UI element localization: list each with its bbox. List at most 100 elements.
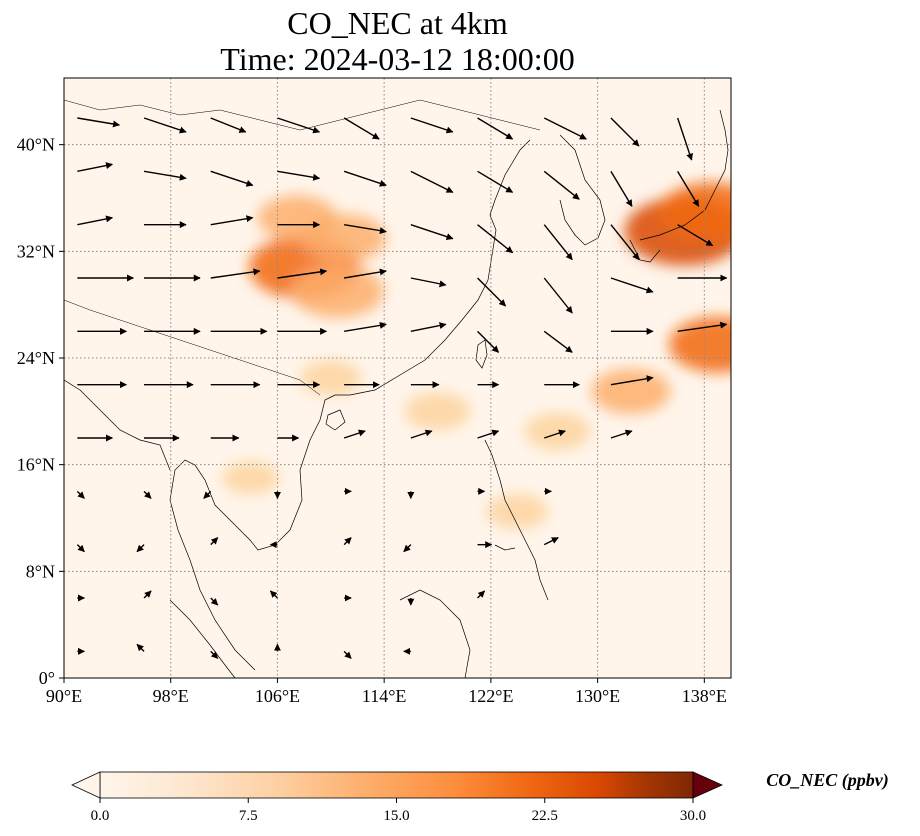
lon-tick-label: 138°E bbox=[682, 686, 727, 706]
map-area bbox=[64, 78, 731, 678]
wind-vector bbox=[543, 224, 573, 261]
wind-vector bbox=[477, 224, 514, 254]
lat-tick-label: 40°N bbox=[17, 135, 55, 155]
lat-tick-label: 0° bbox=[39, 668, 55, 688]
lat-tick-label: 8°N bbox=[26, 561, 55, 581]
wind-vector bbox=[610, 224, 640, 261]
co-hotspot bbox=[300, 360, 362, 396]
wind-vector bbox=[210, 215, 254, 226]
wind-vector bbox=[544, 429, 566, 439]
wind-vector bbox=[343, 170, 387, 187]
wind-vector bbox=[77, 117, 121, 128]
latitude-ticks: 0° 8°N 16°N 24°N 32°N 40°N bbox=[17, 135, 64, 688]
longitude-ticks: 90°E 98°E 106°E 114°E 122°E 130°E 138°E bbox=[46, 678, 727, 706]
colorbar-extend-low bbox=[71, 771, 101, 799]
wind-vector bbox=[136, 544, 145, 553]
colorbar-tick-label: 0.0 bbox=[91, 808, 110, 824]
wind-vector bbox=[543, 330, 573, 353]
wind-vector bbox=[610, 117, 640, 147]
wind-vector bbox=[344, 321, 387, 333]
wind-vector bbox=[543, 170, 580, 200]
co-hotspot bbox=[302, 214, 387, 262]
wind-vector bbox=[210, 597, 219, 606]
wind-vector bbox=[203, 490, 212, 499]
wind-vector bbox=[76, 544, 85, 553]
lon-tick-label: 130°E bbox=[575, 686, 620, 706]
wind-vector bbox=[410, 322, 447, 333]
wind-vector bbox=[410, 277, 447, 288]
wind-vector bbox=[677, 170, 700, 207]
wind-vector bbox=[477, 330, 500, 353]
wind-vector bbox=[410, 429, 433, 439]
wind-vector bbox=[143, 170, 187, 181]
wind-vector bbox=[610, 170, 633, 207]
wind-vectors bbox=[76, 117, 728, 659]
wind-vector bbox=[477, 170, 514, 193]
wind-vector bbox=[277, 117, 321, 134]
title-time: Time: 2024-03-12 18:00:00 bbox=[220, 41, 575, 77]
colorbar-extend-high bbox=[692, 771, 723, 799]
wind-vector bbox=[410, 170, 454, 193]
wind-vector bbox=[76, 490, 85, 499]
wind-vector bbox=[269, 590, 278, 599]
lon-tick-label: 106°E bbox=[255, 686, 300, 706]
wind-vector bbox=[543, 117, 587, 140]
colorbar-tick-label: 7.5 bbox=[239, 808, 258, 824]
wind-vector bbox=[210, 170, 254, 187]
lat-tick-label: 16°N bbox=[17, 455, 55, 475]
wind-vector bbox=[143, 590, 152, 599]
wind-vector bbox=[210, 650, 219, 659]
wind-vector bbox=[677, 321, 728, 333]
wind-vector bbox=[610, 429, 633, 439]
lon-tick-label: 90°E bbox=[46, 686, 82, 706]
lon-tick-label: 122°E bbox=[468, 686, 513, 706]
wind-vector bbox=[343, 537, 352, 546]
wind-vector bbox=[610, 277, 654, 294]
co-hotspot bbox=[524, 412, 591, 451]
title-variable: CO_NEC at 4km bbox=[287, 5, 508, 41]
wind-vector bbox=[403, 544, 412, 553]
wind-vector bbox=[143, 117, 187, 134]
wind-vector bbox=[277, 170, 321, 181]
wind-vector bbox=[676, 117, 693, 161]
wind-vector bbox=[543, 277, 573, 314]
co-hotspot bbox=[404, 392, 471, 431]
coastlines bbox=[64, 99, 729, 678]
wind-vector bbox=[210, 117, 247, 133]
wind-vector bbox=[477, 429, 500, 439]
wind-vector bbox=[210, 268, 261, 279]
wind-vector bbox=[410, 224, 454, 240]
gridlines bbox=[64, 78, 731, 678]
wind-vector bbox=[77, 215, 114, 226]
wind-vector bbox=[477, 277, 507, 307]
wind-vector bbox=[136, 643, 145, 652]
wind-vector bbox=[543, 537, 559, 546]
lat-tick-label: 32°N bbox=[17, 241, 55, 261]
wind-vector bbox=[610, 375, 654, 386]
co-hotspot bbox=[290, 264, 384, 318]
wind-vector bbox=[343, 117, 380, 140]
lat-tick-label: 24°N bbox=[17, 348, 55, 368]
lon-tick-label: 114°E bbox=[362, 686, 407, 706]
colorbar-tick-label: 22.5 bbox=[532, 808, 558, 824]
colorbar: 0.0 7.5 15.0 22.5 30.0 bbox=[71, 771, 723, 824]
wind-vector bbox=[343, 650, 352, 659]
wind-vector bbox=[677, 224, 714, 247]
colorbar-tick-label: 30.0 bbox=[680, 808, 706, 824]
colorbar-title: CO_NEC (ppbv) bbox=[766, 770, 889, 790]
colorbar-ticks: 0.0 7.5 15.0 22.5 30.0 bbox=[91, 798, 706, 824]
wind-vector bbox=[344, 268, 387, 279]
co-hotspot bbox=[660, 182, 731, 241]
wind-vector bbox=[277, 268, 328, 279]
co-hotspot bbox=[486, 493, 549, 529]
wind-vector bbox=[210, 537, 219, 546]
co-hotspot bbox=[591, 368, 671, 415]
map-frame bbox=[63, 77, 732, 679]
colorbar-fill bbox=[99, 771, 694, 799]
wind-vector bbox=[343, 429, 366, 439]
wind-vector bbox=[410, 117, 454, 134]
lon-tick-label: 98°E bbox=[153, 686, 189, 706]
wind-vector bbox=[77, 162, 114, 173]
wind-vector bbox=[143, 490, 152, 499]
